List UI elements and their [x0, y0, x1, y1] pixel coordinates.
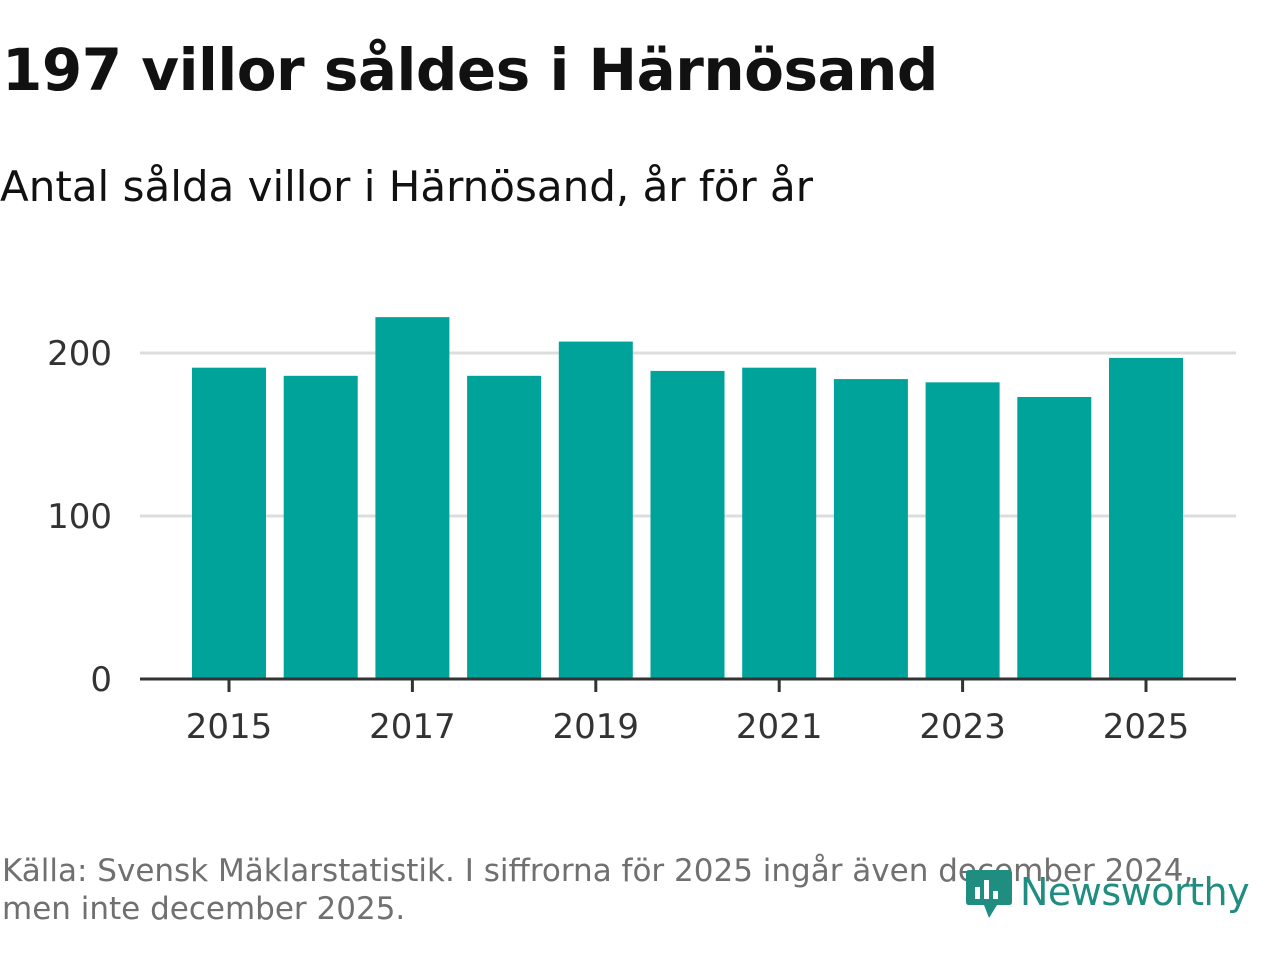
- y-tick-label: 100: [47, 497, 112, 537]
- bar-2020: [650, 370, 725, 679]
- x-tick-label: 2017: [369, 707, 456, 747]
- x-tick-label: 2025: [1103, 707, 1190, 747]
- y-tick-label: 200: [47, 334, 112, 374]
- bar-2023: [925, 382, 1000, 679]
- x-tick-label: 2015: [186, 707, 273, 747]
- bar-2015: [192, 367, 266, 679]
- x-tick-label: 2019: [553, 707, 640, 747]
- bar-2021: [742, 367, 817, 679]
- bar-2024: [1017, 397, 1092, 679]
- newsworthy-logo-icon: [966, 870, 1012, 918]
- y-tick-label: 0: [90, 660, 112, 700]
- chart-title: 197 villor såldes i Härnösand: [2, 36, 938, 104]
- bar-2018: [467, 375, 542, 679]
- bar-2016: [283, 375, 358, 679]
- axes: 0 100 200 2015 2017 2019 2021 2023 2025: [47, 334, 1236, 747]
- bar-2025: [1109, 357, 1183, 679]
- x-tick-label: 2023: [919, 707, 1006, 747]
- bar-2022: [833, 379, 908, 679]
- brand-name: Newsworthy: [1020, 870, 1250, 914]
- x-tick-label: 2021: [736, 707, 823, 747]
- bar-2019: [558, 341, 633, 679]
- bars: [192, 317, 1183, 679]
- bar-2017: [375, 317, 450, 679]
- bar-chart: 0 100 200 2015 2017 2019 2021 2023 2025: [47, 317, 1236, 747]
- brand-logo[interactable]: Newsworthy: [964, 862, 1250, 922]
- chart-subtitle: Antal sålda villor i Härnösand, år för å…: [0, 162, 814, 211]
